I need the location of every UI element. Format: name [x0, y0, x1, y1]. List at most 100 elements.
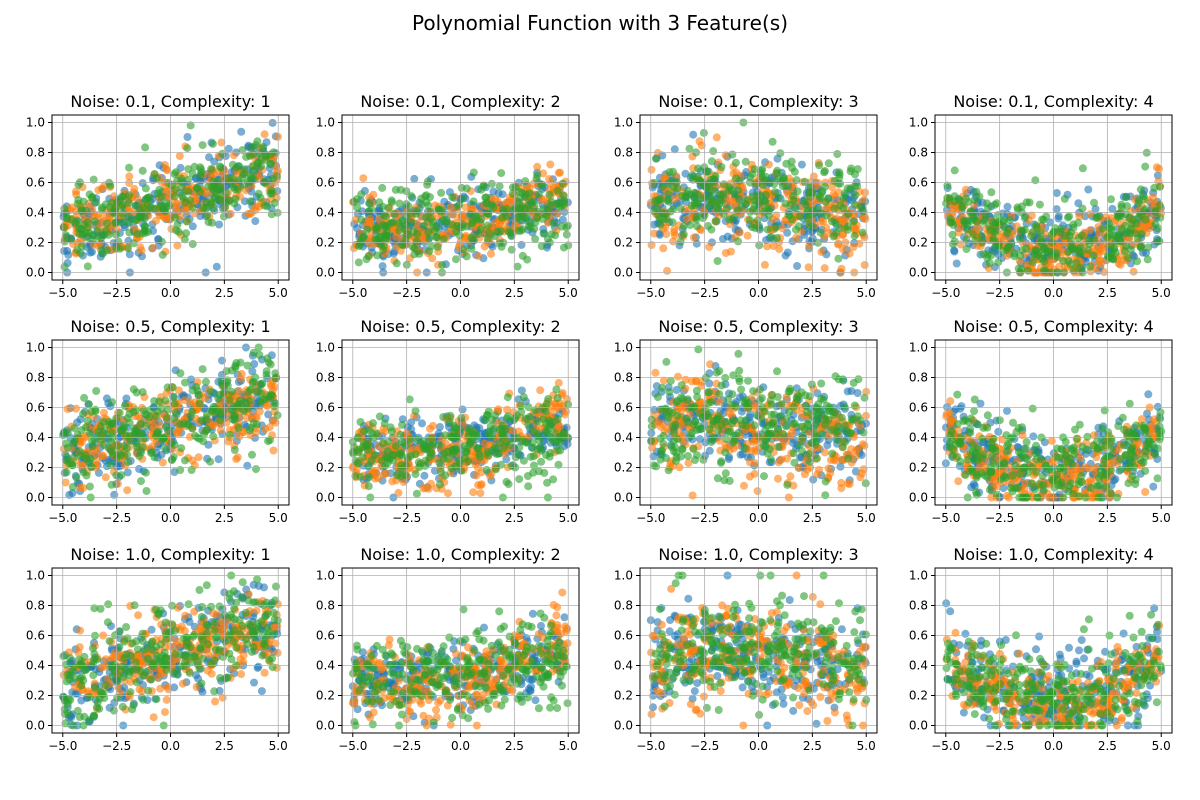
- data-point: [1106, 242, 1115, 250]
- data-point: [206, 457, 215, 466]
- data-point: [250, 166, 259, 175]
- data-point: [469, 197, 478, 206]
- data-point: [351, 472, 360, 481]
- x-tick-label: −5.0: [48, 511, 77, 525]
- data-point: [110, 490, 119, 499]
- data-point: [172, 428, 181, 437]
- data-point: [723, 232, 732, 241]
- data-point: [142, 487, 151, 495]
- data-point: [441, 431, 450, 440]
- data-point: [670, 231, 679, 240]
- data-point: [137, 448, 145, 457]
- data-point: [457, 466, 466, 475]
- data-point: [77, 452, 86, 461]
- data-point: [106, 438, 115, 446]
- data-point: [114, 237, 123, 246]
- data-point: [513, 262, 522, 271]
- data-point: [487, 249, 495, 258]
- data-point: [83, 417, 92, 425]
- data-point: [170, 192, 179, 201]
- data-point: [659, 244, 668, 253]
- data-point: [426, 207, 435, 216]
- data-point: [230, 446, 239, 454]
- data-point: [515, 475, 524, 484]
- data-point: [186, 121, 195, 130]
- scatter-points: [59, 118, 282, 277]
- data-point: [998, 247, 1007, 256]
- data-point: [1000, 216, 1009, 225]
- data-point: [1015, 235, 1024, 243]
- y-tick-label: 0.6: [909, 176, 928, 190]
- data-point: [396, 185, 405, 194]
- data-point: [170, 170, 179, 179]
- data-point: [466, 437, 475, 446]
- data-point: [129, 385, 138, 394]
- data-point: [469, 168, 478, 177]
- data-point: [809, 209, 818, 218]
- data-point: [681, 169, 690, 178]
- data-point: [859, 195, 868, 204]
- data-point: [788, 163, 797, 172]
- data-point: [195, 399, 204, 408]
- data-point: [455, 231, 464, 240]
- data-point: [804, 263, 813, 272]
- data-point: [406, 451, 415, 460]
- data-point: [797, 160, 806, 169]
- data-point: [89, 235, 97, 244]
- data-point: [1091, 204, 1100, 213]
- data-point: [537, 446, 546, 455]
- x-tick-label: −5.0: [931, 286, 960, 300]
- data-point: [784, 211, 793, 220]
- data-point: [428, 441, 437, 450]
- data-point: [1052, 252, 1061, 261]
- data-point: [1117, 203, 1126, 212]
- y-tick-label: 0.0: [316, 491, 335, 505]
- data-point: [154, 189, 163, 198]
- data-point: [351, 215, 360, 224]
- data-point: [499, 431, 508, 440]
- data-point: [746, 207, 755, 216]
- data-point: [196, 187, 204, 196]
- data-point: [462, 252, 471, 261]
- y-tick-label: 1.0: [909, 116, 928, 130]
- data-point: [254, 189, 263, 198]
- data-point: [373, 251, 382, 260]
- data-point: [184, 175, 193, 184]
- data-point: [831, 218, 840, 227]
- data-point: [994, 258, 1003, 267]
- data-point: [989, 234, 998, 242]
- data-point: [155, 211, 164, 220]
- data-point: [249, 150, 258, 159]
- data-point: [452, 255, 460, 264]
- data-point: [695, 137, 704, 146]
- data-point: [708, 197, 717, 206]
- data-point: [458, 210, 467, 219]
- data-point: [359, 174, 368, 183]
- data-point: [461, 203, 470, 212]
- data-point: [709, 147, 718, 156]
- data-point: [504, 227, 513, 236]
- data-point: [472, 471, 481, 480]
- data-point: [1136, 185, 1145, 194]
- data-point: [950, 166, 959, 175]
- y-tick-label: 0.2: [909, 236, 928, 250]
- data-point: [1104, 219, 1113, 228]
- x-tick-label: 5.0: [857, 286, 876, 300]
- data-point: [1089, 236, 1098, 244]
- data-point: [246, 178, 254, 186]
- data-point: [125, 228, 134, 237]
- data-point: [446, 411, 455, 420]
- data-point: [1152, 163, 1161, 172]
- data-point: [517, 226, 525, 235]
- data-point: [686, 221, 695, 229]
- data-point: [239, 170, 248, 178]
- data-point: [60, 204, 69, 213]
- data-point: [760, 260, 769, 269]
- data-point: [73, 430, 82, 439]
- data-point: [125, 431, 134, 440]
- data-point: [73, 199, 82, 208]
- data-point: [530, 461, 538, 470]
- data-point: [153, 428, 162, 437]
- data-point: [213, 177, 222, 186]
- data-point: [177, 183, 186, 192]
